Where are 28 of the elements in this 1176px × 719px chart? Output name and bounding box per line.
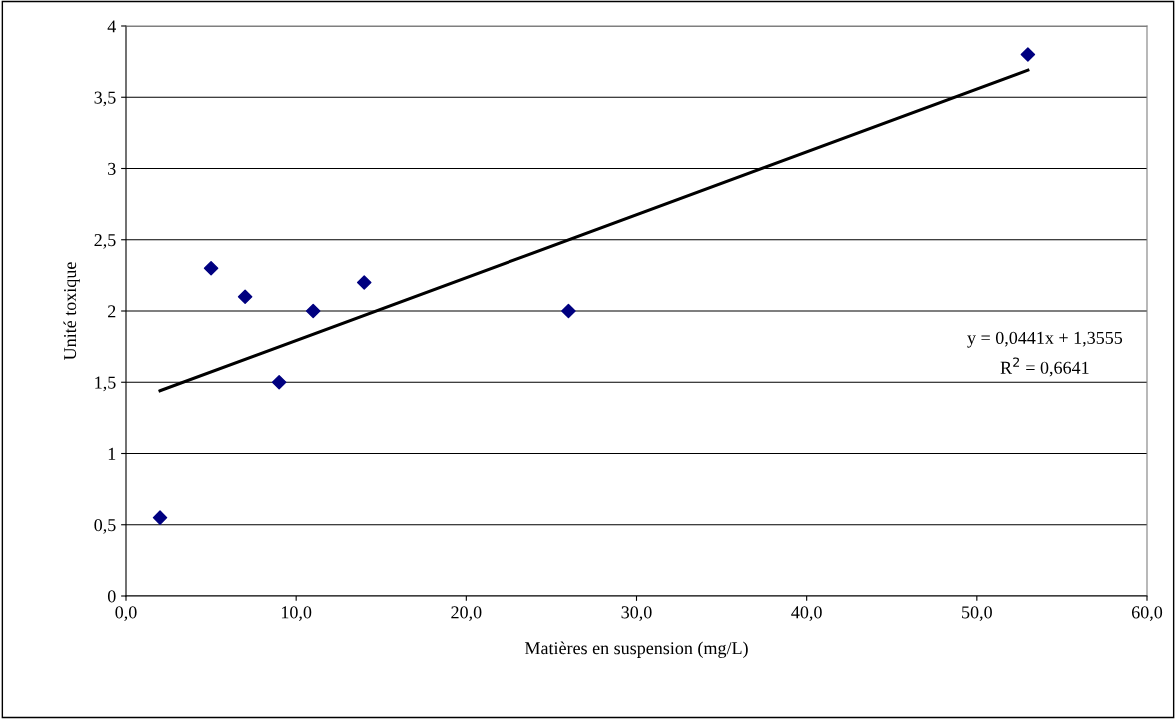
y-tick-label: 1	[108, 447, 116, 460]
x-tick-label: 30,0	[621, 606, 652, 622]
point	[356, 275, 372, 290]
x-tick-label: 40,0	[791, 606, 822, 622]
x-tick-label: 10,0	[281, 606, 312, 622]
point	[203, 260, 219, 276]
annotation: y = 0,0441x + 1,3555	[967, 331, 1123, 348]
x-tick-label: 0,0	[115, 606, 137, 622]
point	[237, 289, 253, 305]
y-axis-title: Unité toxique	[63, 262, 80, 361]
point	[271, 374, 287, 390]
y-tick-label: 1,5	[95, 376, 116, 392]
x-tick-label: 60,0	[1131, 606, 1163, 622]
y-tick-label: 3	[108, 162, 116, 175]
y-tick-label: 4	[107, 20, 116, 33]
point	[561, 303, 576, 319]
y-tick-label: 3,5	[94, 91, 116, 107]
y-tick-label: 2,5	[94, 234, 116, 249]
annotation: R$^{2}$ = 0,6641	[1000, 357, 1089, 377]
point	[152, 510, 168, 525]
x-axis-title: Matières en suspension (mg/L)	[524, 641, 748, 658]
y-tick-label: 0,5	[94, 519, 116, 534]
point	[1020, 47, 1036, 62]
y-tick-label: 0	[107, 590, 116, 603]
y-tick-label: 2	[108, 305, 116, 318]
point	[305, 303, 321, 319]
x-tick-label: 50,0	[962, 606, 992, 622]
x-tick-label: 20,0	[451, 606, 482, 622]
